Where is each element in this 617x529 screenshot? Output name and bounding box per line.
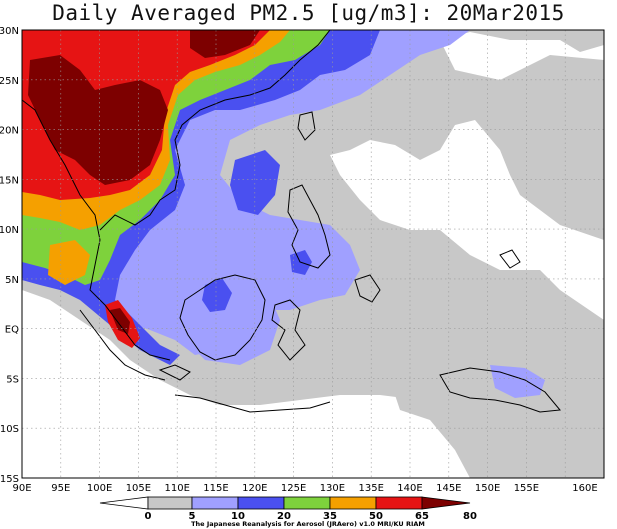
lat-label: EQ <box>5 325 19 336</box>
colorbar-tick-label: 50 <box>369 511 383 522</box>
lat-label: 5S <box>6 374 19 385</box>
pm25-band-over-80 <box>28 55 168 185</box>
colorbar-box <box>237 496 285 510</box>
concentration-field <box>22 30 604 478</box>
colorbar-tick-label: 5 <box>189 511 196 522</box>
lat-label: 5N <box>5 275 19 286</box>
pm25-band-50-65-peninsula <box>48 240 90 285</box>
map-frame <box>21 29 605 479</box>
pm25-band-over-80-north <box>190 30 260 58</box>
lat-label: 20N <box>0 126 19 137</box>
colorbar-tick-label: 20 <box>277 511 291 522</box>
lat-label: 15S <box>0 474 19 485</box>
longitude-labels: 90E 95E 100E 105E 110E 115E 120E 125E 13… <box>12 483 597 494</box>
colorbar-tick-label: 0 <box>145 511 152 522</box>
lon-label: 90E <box>12 483 31 494</box>
lon-label: 150E <box>475 483 500 494</box>
pm25-band-over-80-sumatra <box>110 308 130 334</box>
lon-label: 115E <box>203 483 228 494</box>
colorbar-tick-label: 80 <box>463 511 477 522</box>
colorbar-arrow-low <box>99 496 149 510</box>
lon-label: 120E <box>242 483 267 494</box>
lon-label: 110E <box>164 483 189 494</box>
colorbar-ticks: 0 5 10 20 35 50 65 80 <box>145 511 477 522</box>
lon-label: 135E <box>358 483 383 494</box>
lon-label: 130E <box>320 483 345 494</box>
lon-label: 105E <box>126 483 151 494</box>
lon-label: 125E <box>281 483 306 494</box>
colorbar-arrow-high <box>421 496 471 510</box>
colorbar-tick-label: 35 <box>323 511 337 522</box>
pm25-band-20-35-scs <box>230 150 280 215</box>
lat-label: 30N <box>0 26 19 37</box>
data-credit: The Japanese Reanalysis for Aerosol (JRA… <box>191 520 425 528</box>
colorbar-box <box>191 496 239 510</box>
colorbar-box <box>283 496 331 510</box>
lat-label: 25N <box>0 76 19 87</box>
colorbar-box <box>329 496 377 510</box>
coastlines <box>22 30 561 413</box>
lon-label: 155E <box>514 483 539 494</box>
latitude-labels: 30N 25N 20N 15N 10N 5N EQ 5S 10S 15S <box>0 26 19 485</box>
lon-label: 145E <box>436 483 461 494</box>
lon-label: 100E <box>87 483 112 494</box>
pm25-band-20-35-island <box>202 278 232 312</box>
lon-label: 160E <box>572 483 597 494</box>
lat-label: 15N <box>0 175 19 186</box>
colorbar-box <box>375 496 423 510</box>
colorbar-tick-label: 65 <box>415 511 429 522</box>
colorbar <box>99 496 471 510</box>
colorbar-box <box>147 496 193 510</box>
lat-label: 10S <box>0 424 19 435</box>
map-title: Daily Averaged PM2.5 [ug/m3]: 20Mar2015 <box>52 1 565 25</box>
lat-label: 10N <box>0 225 19 236</box>
colorbar-tick-label: 10 <box>231 511 245 522</box>
lon-label: 95E <box>51 483 70 494</box>
lon-label: 140E <box>397 483 422 494</box>
